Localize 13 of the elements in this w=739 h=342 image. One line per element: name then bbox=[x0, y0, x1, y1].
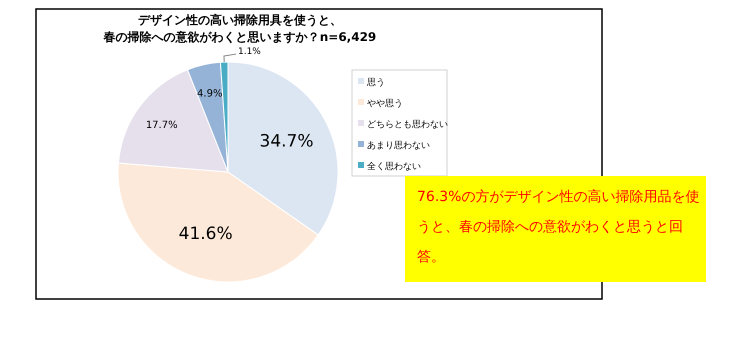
chart-subtitle: 春の掃除への意欲がわくと思いますか？n=6,429 bbox=[102, 30, 376, 44]
legend-label: 全く思わない bbox=[367, 161, 421, 172]
data-label: 17.7% bbox=[146, 120, 178, 131]
text: 76.3%の方がデザイン性の高い掃除用品を使うと、春の掃除への意欲がわくと思うと回答。 bbox=[417, 189, 700, 265]
legend-label: あまり思わない bbox=[367, 140, 430, 151]
legend-label: やや思う bbox=[367, 98, 403, 109]
chart-title: デザイン性の高い掃除用具を使うと、 bbox=[138, 13, 342, 27]
data-label: 34.7% bbox=[260, 131, 314, 152]
data-label: 41.6% bbox=[178, 224, 233, 244]
legend-label: 思う bbox=[366, 77, 385, 88]
data-label: 4.9% bbox=[197, 88, 222, 100]
legend-label: どちらとも思わない bbox=[367, 119, 448, 130]
data-label: 1.1% bbox=[238, 47, 262, 58]
